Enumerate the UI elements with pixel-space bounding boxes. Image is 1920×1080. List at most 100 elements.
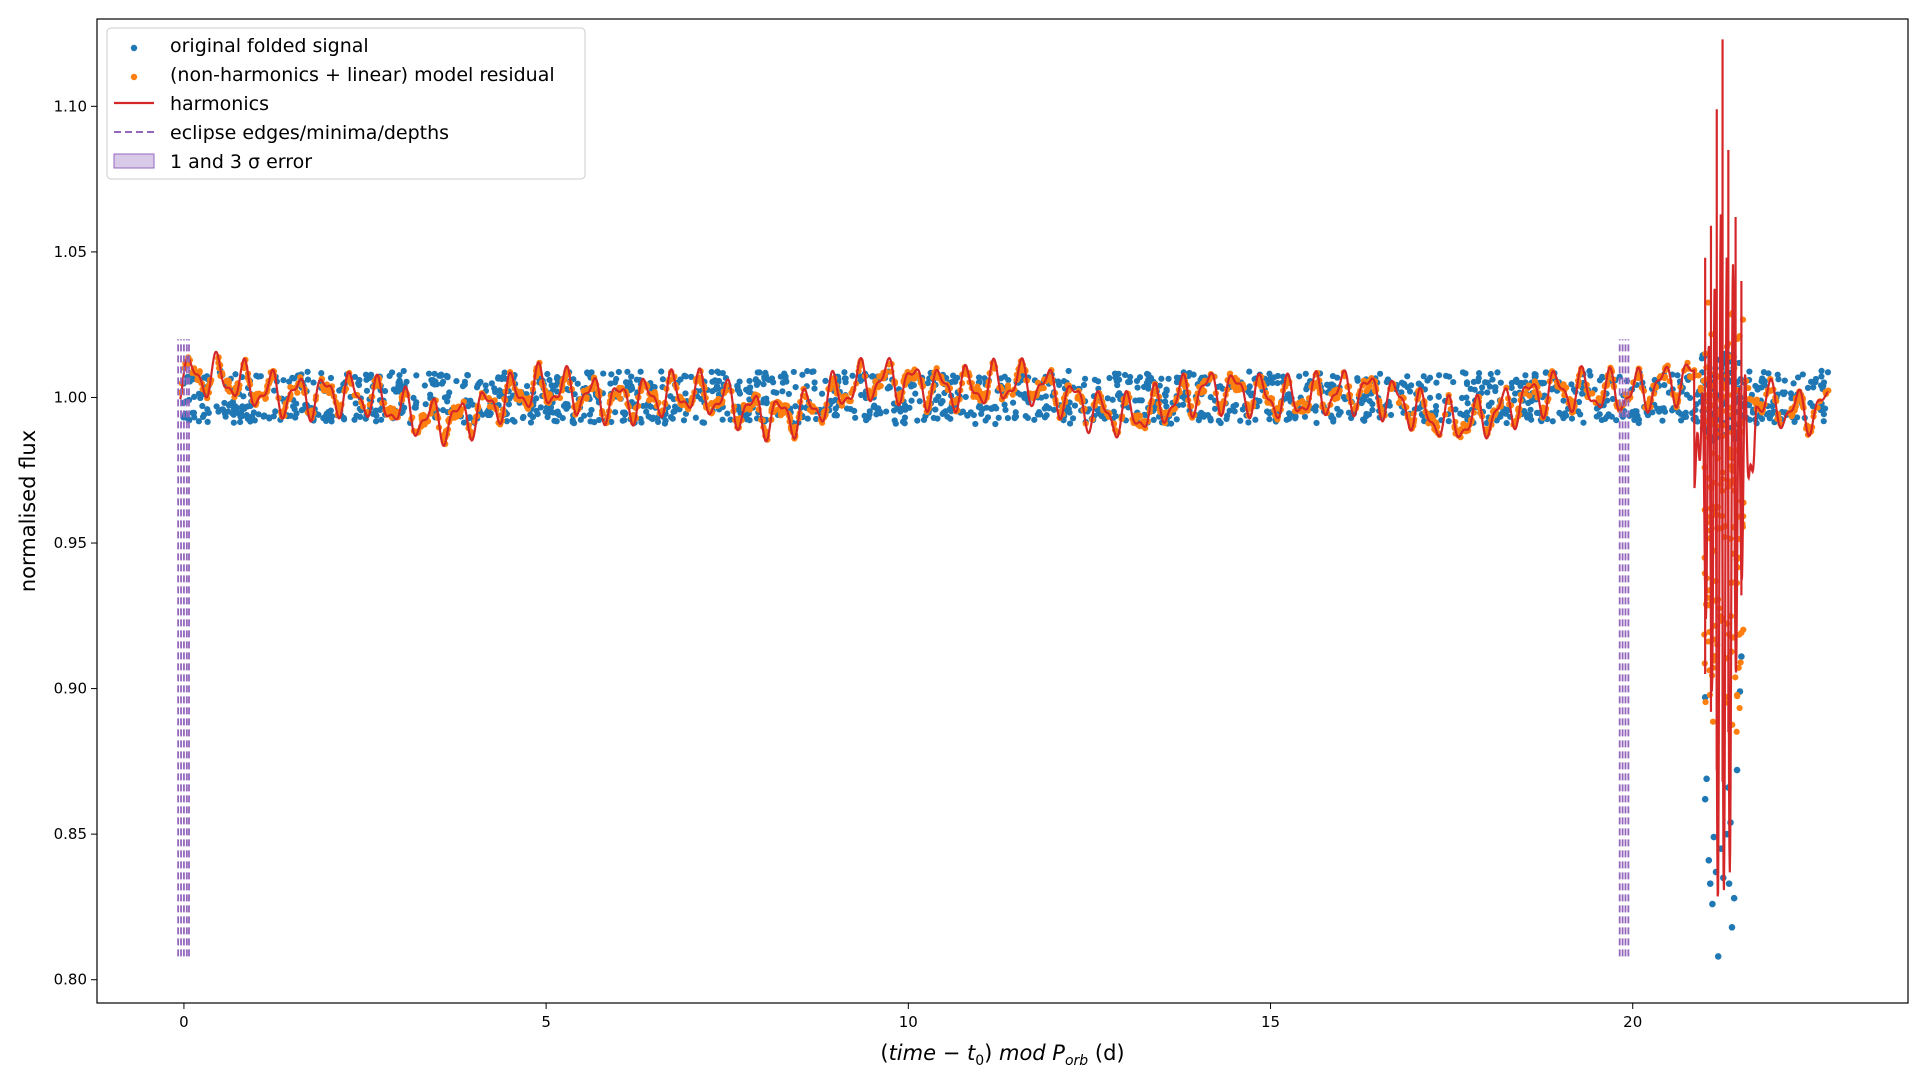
original-point: [496, 392, 503, 400]
original-point: [792, 384, 799, 391]
original-point: [746, 396, 753, 403]
original-point: [326, 414, 333, 421]
original-point: [1266, 416, 1273, 423]
original-point: [1575, 408, 1582, 415]
original-point: [1701, 694, 1709, 701]
original-point: [1112, 413, 1119, 420]
original-point: [1111, 370, 1119, 377]
original-point: [724, 410, 731, 417]
original-point: [1041, 405, 1048, 412]
original-point: [1703, 775, 1710, 783]
original-point: [1746, 416, 1753, 423]
original-point: [1162, 392, 1169, 399]
original-point: [964, 411, 971, 419]
original-point: [1195, 417, 1202, 424]
residual-point: [1740, 626, 1747, 633]
original-point: [1822, 405, 1829, 412]
y-tick-label: 0.80: [54, 971, 87, 989]
original-point: [948, 378, 955, 386]
original-point: [1714, 953, 1722, 960]
original-point: [933, 396, 940, 403]
original-point: [1556, 409, 1563, 416]
original-point: [611, 379, 619, 386]
original-point: [1041, 414, 1049, 421]
original-point: [1143, 370, 1151, 377]
original-point: [1779, 389, 1786, 396]
original-point: [494, 375, 502, 382]
original-point: [195, 418, 202, 425]
original-point: [1630, 411, 1637, 419]
original-point: [479, 411, 486, 418]
legend-label: 1 and 3 σ error: [170, 151, 312, 173]
original-point: [852, 414, 859, 421]
original-point: [1004, 414, 1012, 422]
original-point: [1011, 413, 1019, 421]
original-point: [544, 413, 551, 421]
residual-point: [1702, 699, 1709, 706]
original-point: [527, 419, 535, 426]
original-point: [914, 417, 921, 424]
original-point: [546, 376, 553, 384]
original-point: [792, 403, 799, 410]
original-point: [441, 394, 448, 401]
original-point: [1791, 418, 1798, 426]
original-point: [1420, 373, 1427, 380]
original-point: [1098, 412, 1105, 420]
original-point: [902, 406, 909, 413]
original-point: [1017, 391, 1024, 398]
original-point: [1432, 403, 1440, 410]
original-point: [688, 373, 695, 380]
original-point: [544, 370, 551, 378]
axis-layer: 0 5 10 15 20 0.80 0.85 0.90 0.95 1.00 1.05 1.10: [54, 97, 1643, 1031]
original-point: [608, 371, 615, 378]
original-point: [621, 411, 628, 418]
original-point: [1794, 374, 1802, 381]
original-point: [1818, 367, 1825, 375]
original-point: [1527, 406, 1534, 413]
original-point: [1002, 406, 1009, 413]
original-point: [372, 407, 380, 414]
residual-point: [1395, 399, 1403, 407]
original-point: [719, 416, 726, 423]
original-point: [975, 374, 983, 381]
original-point: [1124, 378, 1132, 386]
original-point: [503, 418, 510, 425]
original-point: [1335, 411, 1342, 418]
original-point: [1709, 900, 1716, 908]
original-point: [553, 410, 560, 417]
original-point: [712, 386, 719, 393]
residual-point: [1460, 420, 1467, 428]
original-point: [883, 408, 890, 415]
original-point: [1599, 374, 1606, 381]
original-point: [908, 383, 915, 390]
original-point: [304, 376, 312, 383]
original-point: [1237, 417, 1244, 424]
original-point: [628, 383, 635, 390]
original-point: [1820, 379, 1828, 386]
original-point: [976, 402, 983, 409]
original-point: [1245, 419, 1252, 426]
original-point: [1034, 411, 1041, 418]
original-point: [1560, 397, 1567, 404]
original-point: [1568, 381, 1575, 388]
original-point: [1173, 379, 1181, 386]
original-point: [700, 419, 708, 426]
original-point: [227, 400, 234, 407]
original-point: [1252, 416, 1259, 423]
original-point: [287, 412, 294, 419]
original-point: [1698, 355, 1706, 362]
original-point: [199, 413, 207, 421]
original-point: [520, 413, 527, 421]
original-point: [1383, 378, 1390, 386]
original-point: [1056, 381, 1063, 389]
original-point: [482, 382, 489, 389]
legend-label: original folded signal: [170, 35, 369, 57]
original-point: [866, 411, 873, 418]
original-point: [661, 420, 669, 427]
original-point: [822, 377, 829, 385]
original-point: [628, 373, 635, 380]
original-point: [765, 376, 772, 384]
original-point: [238, 411, 245, 418]
original-point: [239, 403, 246, 410]
original-point: [1386, 402, 1393, 409]
